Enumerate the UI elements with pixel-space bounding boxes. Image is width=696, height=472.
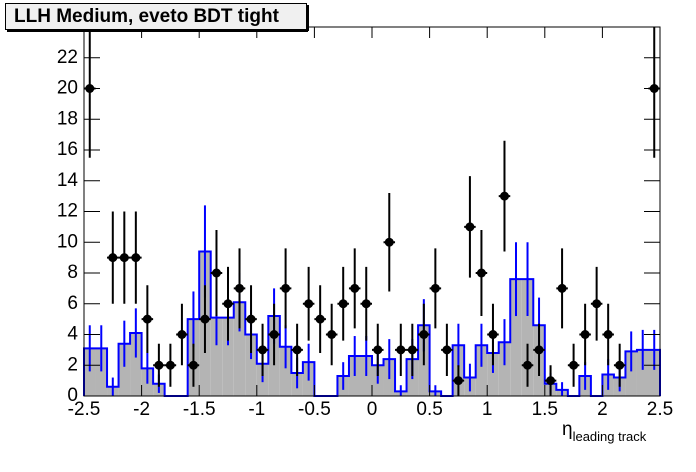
y-tick-label: 22	[57, 47, 78, 68]
data-point	[465, 222, 475, 232]
y-tick-label: 12	[57, 201, 78, 222]
data-point	[580, 330, 590, 339]
x-label-main: η	[562, 419, 573, 440]
y-tick-label: 14	[57, 170, 79, 191]
x-tick-label: 0.5	[416, 399, 442, 420]
x-tick-label: 2	[597, 399, 608, 420]
x-axis-label: ηleading track	[562, 419, 647, 444]
x-tick-label: 2.5	[647, 399, 673, 420]
y-tick-label: 10	[57, 231, 78, 252]
mc-bar	[498, 342, 511, 396]
data-point	[292, 345, 302, 355]
title-box	[5, 3, 307, 30]
data-point	[384, 237, 394, 247]
x-tick-label: -0.5	[298, 399, 331, 420]
x-tick-label: -2.5	[68, 399, 101, 420]
y-tick-label: 8	[67, 262, 78, 283]
data-point	[223, 299, 233, 309]
data-point	[177, 330, 187, 339]
mc-bar	[95, 348, 108, 396]
data-point	[154, 360, 164, 370]
mc-bar	[625, 351, 637, 396]
mc-bar	[210, 317, 223, 396]
data-point	[592, 299, 602, 309]
data-point	[407, 345, 417, 355]
data-point	[396, 345, 406, 355]
data-point	[569, 360, 579, 370]
data-point	[327, 330, 337, 339]
mc-bar	[510, 279, 522, 396]
data-point	[603, 330, 613, 339]
data-point	[615, 360, 625, 370]
data-point	[258, 345, 268, 355]
mc-bar	[222, 317, 234, 396]
mc-bar	[245, 334, 257, 396]
data-point	[246, 314, 256, 324]
mc-bar	[487, 352, 499, 396]
data-point	[453, 376, 463, 386]
y-tick-label: 16	[57, 139, 78, 160]
data-point	[350, 283, 360, 293]
chart-title: LLH Medium, eveto BDT tight	[14, 6, 280, 27]
mc-bar	[118, 343, 131, 396]
y-tick-label: 2	[67, 354, 78, 375]
x-tick-label: -1.5	[183, 399, 216, 420]
data-point	[419, 330, 429, 339]
mc-bar	[648, 349, 660, 396]
data-point	[119, 253, 129, 263]
data-point	[235, 283, 245, 293]
x-label-sub: leading track	[573, 429, 647, 444]
data-point	[304, 299, 314, 309]
x-tick-label: 0	[367, 399, 378, 420]
mc-bar	[475, 345, 488, 396]
x-tick-label: 1	[482, 399, 493, 420]
data-point	[523, 360, 533, 370]
data-point	[534, 345, 544, 355]
data-point	[131, 253, 141, 263]
data-point	[430, 283, 440, 293]
mc-bar	[279, 346, 292, 396]
mc-bar	[636, 349, 649, 396]
y-tick-label: 6	[67, 293, 78, 314]
data-point	[211, 268, 221, 278]
y-tick-label: 18	[57, 108, 78, 129]
mc-bar	[521, 279, 534, 396]
y-tick-label: 20	[57, 78, 78, 99]
x-tick-label: -1	[248, 399, 265, 420]
data-point	[142, 314, 152, 324]
data-point	[373, 345, 383, 355]
data-point	[281, 283, 291, 293]
data-point	[269, 330, 279, 339]
data-point	[546, 376, 556, 386]
mc-bar	[130, 332, 142, 396]
data-point	[499, 191, 509, 201]
data-point	[315, 314, 325, 324]
data-point	[361, 299, 371, 309]
data-point	[188, 360, 198, 370]
data-point	[476, 268, 486, 278]
mc-bar	[233, 302, 246, 396]
y-tick-label: 4	[67, 324, 78, 345]
data-point	[338, 299, 348, 309]
data-point	[442, 345, 452, 355]
y-tick-label: 0	[67, 385, 78, 406]
x-tick-label: 1.5	[532, 399, 558, 420]
data-point	[200, 314, 210, 324]
data-point	[488, 330, 498, 339]
data-point	[108, 253, 118, 263]
data-point	[165, 360, 175, 370]
mc-bar	[84, 348, 96, 396]
x-tick-label: -2	[133, 399, 150, 420]
data-point	[557, 283, 567, 293]
